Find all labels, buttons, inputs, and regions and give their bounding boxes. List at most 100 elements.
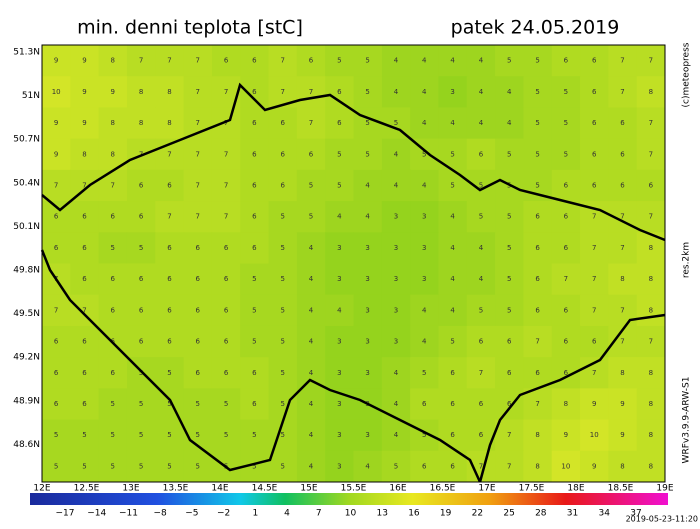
colorbar-label: 13 — [376, 509, 387, 519]
grid-value: 3 — [337, 462, 341, 470]
grid-cell — [410, 169, 439, 202]
grid-cell — [183, 45, 213, 77]
grid-value: 3 — [394, 244, 398, 252]
grid-value: 7 — [280, 88, 284, 96]
grid-cell — [240, 357, 270, 389]
grid-value: 5 — [394, 119, 398, 127]
grid-value: 6 — [82, 275, 87, 283]
grid-value: 5 — [252, 275, 256, 283]
grid-cell — [495, 419, 524, 452]
grid-cell — [296, 201, 326, 233]
grid-cell — [551, 450, 581, 483]
grid-value: 4 — [394, 400, 399, 408]
grid-cell — [580, 263, 609, 296]
grid-value: 5 — [224, 400, 228, 408]
grid-value: 4 — [309, 369, 314, 377]
grid-cell — [126, 45, 156, 77]
grid-value: 4 — [394, 431, 399, 439]
grid-value: 6 — [139, 181, 144, 189]
grid-value: 6 — [167, 275, 172, 283]
model: WRFv3.9.9-ARW-S1 — [682, 377, 692, 464]
grid-value: 6 — [252, 213, 257, 221]
grid-cell — [155, 232, 185, 264]
grid-cell — [325, 232, 354, 264]
grid-cell — [410, 263, 439, 296]
grid-value: 8 — [139, 119, 143, 127]
grid-cell — [70, 419, 100, 452]
grid-value: 3 — [365, 338, 369, 346]
grid-value: 6 — [82, 338, 87, 346]
grid-cell — [580, 450, 609, 483]
grid-value: 3 — [365, 369, 369, 377]
grid-cell — [240, 201, 270, 233]
grid-cell — [268, 357, 298, 389]
grid-value: 4 — [507, 88, 512, 96]
grid-value: 5 — [252, 306, 256, 314]
colorbar-label: 16 — [408, 509, 420, 519]
grid-cell — [551, 325, 581, 358]
resolution: res.2km — [682, 242, 692, 278]
colorbar — [30, 493, 668, 505]
grid-cell — [466, 325, 496, 358]
grid-value: 5 — [139, 431, 143, 439]
grid-value: 6 — [54, 213, 59, 221]
grid-cell — [551, 169, 581, 202]
colorbar-label: 28 — [535, 509, 547, 519]
grid-cell — [636, 357, 666, 389]
grid-cell — [42, 76, 71, 108]
grid-value: 7 — [111, 181, 115, 189]
colorbar-label: −5 — [185, 509, 198, 519]
colorbar-label: −14 — [87, 509, 106, 519]
grid-cell — [580, 169, 609, 202]
grid-cell — [268, 388, 298, 421]
grid-cell — [70, 232, 100, 264]
lat-label: 51.3N — [13, 48, 40, 58]
grid-value: 5 — [252, 338, 256, 346]
grid-value: 10 — [52, 88, 61, 96]
grid-value: 3 — [337, 338, 341, 346]
grid-cell — [211, 232, 241, 264]
grid-cell — [126, 263, 156, 296]
border — [40, 249, 482, 483]
grid-value: 9 — [564, 431, 568, 439]
grid-value: 4 — [365, 213, 370, 221]
grid-value: 3 — [337, 400, 341, 408]
grid-value: 10 — [590, 431, 599, 439]
grid-cell — [495, 201, 524, 233]
grid-value: 8 — [82, 150, 86, 158]
grid-value: 5 — [564, 88, 568, 96]
grid-cell — [353, 325, 383, 358]
lon-label: 16.5E — [430, 484, 456, 494]
grid-cell — [296, 357, 326, 389]
grid-value: 6 — [54, 338, 59, 346]
grid-value: 5 — [167, 462, 171, 470]
colorbar-label: 34 — [599, 509, 611, 519]
grid-value: 4 — [365, 462, 370, 470]
grid-cell — [523, 76, 553, 108]
grid-value: 6 — [224, 244, 229, 252]
grid-value: 5 — [139, 462, 143, 470]
grid-cell — [155, 294, 185, 327]
grid-cell — [636, 325, 666, 358]
grid-value: 5 — [337, 150, 341, 158]
grid-value: 4 — [450, 213, 455, 221]
grid-cell — [183, 294, 213, 327]
grid-value: 6 — [252, 369, 257, 377]
grid-cell — [325, 201, 354, 233]
grid-value: 7 — [139, 57, 143, 65]
grid-value: 6 — [450, 462, 455, 470]
grid-cell — [381, 294, 411, 327]
grid-value: 6 — [224, 275, 229, 283]
grid-value: 4 — [309, 431, 314, 439]
grid-value: 6 — [592, 119, 597, 127]
grid-cell — [42, 419, 71, 452]
border — [41, 82, 666, 242]
grid-value: 4 — [422, 306, 427, 314]
grid-value: 5 — [280, 213, 284, 221]
lon-label: 13.5E — [163, 484, 189, 494]
grid-value: 4 — [394, 150, 399, 158]
grid-cell — [438, 263, 468, 296]
map-frame — [41, 44, 666, 483]
grid-cell — [240, 325, 270, 358]
grid-value: 7 — [224, 88, 228, 96]
